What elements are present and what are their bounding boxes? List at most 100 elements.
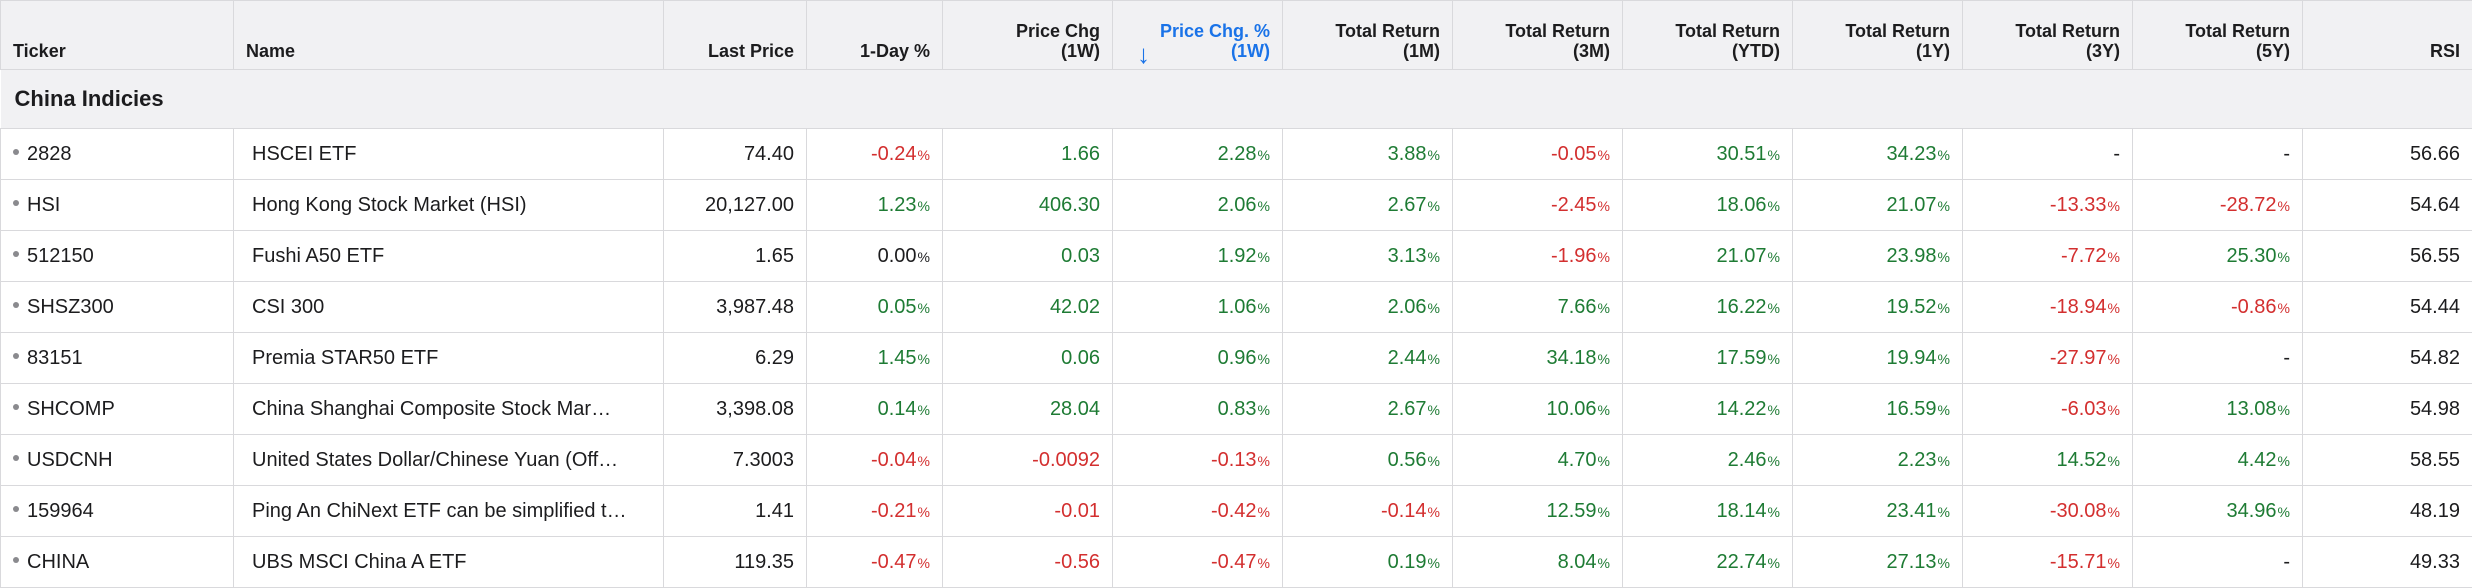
value-text: 3,398.08 [716,398,794,420]
value-text: -27.97 [2050,347,2107,369]
value-text: 4.42 [2238,449,2277,471]
col-header-total-return-5y[interactable]: Total Return(5Y) [2133,1,2303,70]
percent-sign: % [1428,351,1440,367]
col-header-total-return-ytd[interactable]: Total Return(YTD) [1623,1,1793,70]
cell-chg1w: -0.56 [943,537,1113,588]
value-text: -0.04 [871,449,917,471]
ticker-text: HSI [27,194,60,216]
cell-tr1y: 21.07% [1793,180,1963,231]
value-text: 4.70 [1558,449,1597,471]
cell-chg1w: -0.01 [943,486,1113,537]
percent-sign: % [1768,351,1780,367]
value-text: 18.14 [1716,500,1766,522]
percent-sign: % [1428,402,1440,418]
col-header-price-chg-1w[interactable]: Price Chg(1W) [943,1,1113,70]
value-text: 1.45 [878,347,917,369]
cell-rsi: 58.55 [2303,435,2472,486]
value-text: -28.72 [2220,194,2277,216]
bullet-icon [13,557,19,563]
cell-tr3m: -1.96% [1453,231,1623,282]
value-text: -7.72 [2061,245,2107,267]
cell-tr3m: 12.59% [1453,486,1623,537]
bullet-icon [13,506,19,512]
col-header-last-price[interactable]: Last Price [664,1,807,70]
value-text: 19.94 [1886,347,1936,369]
arrow-down-icon: ↓ [1137,41,1150,67]
cell-chgpct1w: 0.83% [1113,384,1283,435]
value-text: 14.52 [2056,449,2106,471]
value-text: 54.98 [2410,398,2460,420]
value-text: 56.66 [2410,143,2460,165]
percent-sign: % [918,249,930,265]
value-text: 17.59 [1716,347,1766,369]
bullet-icon [13,455,19,461]
percent-sign: % [2108,504,2120,520]
value-text: -0.47 [1211,551,1257,573]
cell-chg1w: 0.06 [943,333,1113,384]
value-text: -6.03 [2061,398,2107,420]
value-text: 49.33 [2410,551,2460,573]
value-text: 2.67 [1388,398,1427,420]
col-header-name[interactable]: Name [234,1,664,70]
cell-ticker: 2828 [1,129,234,180]
percent-sign: % [918,351,930,367]
col-header-label: Total Return [1845,21,1950,41]
percent-sign: % [1258,249,1270,265]
cell-name: CSI 300 [234,282,664,333]
value-text: -0.86 [2231,296,2277,318]
col-header-total-return-3y[interactable]: Total Return(3Y) [1963,1,2133,70]
col-header-total-return-1y[interactable]: Total Return(1Y) [1793,1,1963,70]
percent-sign: % [1768,249,1780,265]
value-text: -13.33 [2050,194,2107,216]
cell-day: 0.14% [807,384,943,435]
col-header-total-return-3m[interactable]: Total Return(3M) [1453,1,1623,70]
cell-tr3y: 14.52% [1963,435,2133,486]
group-header-row[interactable]: China Indicies [1,70,2472,129]
value-text: -0.47 [871,551,917,573]
percent-sign: % [2278,402,2290,418]
col-header-total-return-1m[interactable]: Total Return(1M) [1283,1,1453,70]
cell-tr5y: 25.30% [2133,231,2303,282]
col-header-ticker[interactable]: Ticker [1,1,234,70]
cell-day: -0.21% [807,486,943,537]
value-text: 23.41 [1886,500,1936,522]
percent-sign: % [1598,402,1610,418]
col-header-rsi[interactable]: RSI [2303,1,2472,70]
value-text: 13.08 [2226,398,2276,420]
value-text: -30.08 [2050,500,2107,522]
percent-sign: % [1598,555,1610,571]
value-text: 0.05 [878,296,917,318]
col-header-sublabel: (1W) [1016,41,1100,61]
cell-tr1m: 2.06% [1283,282,1453,333]
percent-sign: % [1428,300,1440,316]
value-text: 58.55 [2410,449,2460,471]
col-header-1day-pct[interactable]: 1-Day % [807,1,943,70]
value-text: 18.06 [1716,194,1766,216]
value-text: 14.22 [1716,398,1766,420]
percent-sign: % [1768,300,1780,316]
cell-trytd: 14.22% [1623,384,1793,435]
percent-sign: % [2278,249,2290,265]
col-header-label: Total Return [1675,21,1780,41]
cell-last: 1.41 [664,486,807,537]
value-text: -0.01 [1054,500,1100,522]
percent-sign: % [918,147,930,163]
value-text: 1.92 [1218,245,1257,267]
cell-tr3m: 4.70% [1453,435,1623,486]
cell-rsi: 54.44 [2303,282,2472,333]
value-text: 54.82 [2410,347,2460,369]
value-text: 27.13 [1886,551,1936,573]
value-text: 0.06 [1061,347,1100,369]
col-header-price-chg-pct-1w[interactable]: ↓Price Chg. %(1W) [1113,1,1283,70]
percent-sign: % [1258,351,1270,367]
cell-chg1w: 0.03 [943,231,1113,282]
